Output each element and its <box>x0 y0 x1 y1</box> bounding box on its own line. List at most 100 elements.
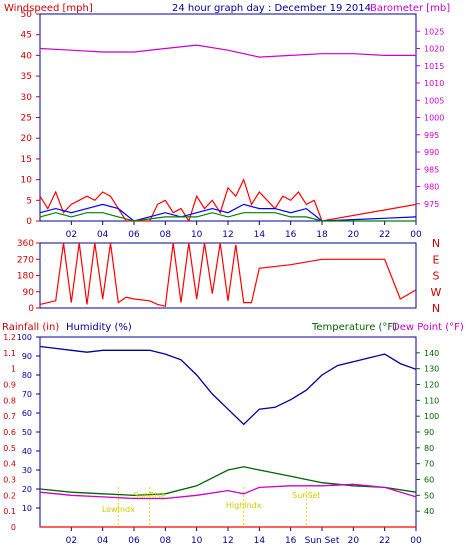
temperature-tick-label: 120 <box>424 381 439 390</box>
compass-label: N <box>432 237 440 250</box>
series-temperature <box>39 466 417 496</box>
humidity-tick-label: 20 <box>22 485 32 494</box>
barometer-tick-label: 975 <box>424 200 439 209</box>
annotation-label: SunRise <box>134 491 166 500</box>
direction-tick-label: 90 <box>23 288 35 298</box>
humidity-tick-label: 50 <box>22 428 32 437</box>
humidity-tick-label: 100 <box>17 333 32 342</box>
windspeed-tick-label: 45 <box>21 31 32 41</box>
compass-label: N <box>432 302 440 315</box>
hour-tick-label: 22 <box>379 230 390 240</box>
rainfall-tick-label: 0.4 <box>3 460 16 469</box>
barometer-tick-label: 990 <box>424 148 439 157</box>
direction-tick-label: 180 <box>17 272 34 282</box>
rainfall-tick-label: 0.8 <box>3 396 16 405</box>
rainfall-tick-label: 0.7 <box>3 412 16 421</box>
hour-tick-label: 22 <box>379 536 390 546</box>
humidity-tick-label: 80 <box>22 371 32 380</box>
hour-tick-label: 18 <box>316 230 328 240</box>
hour-tick-label: 14 <box>254 230 266 240</box>
hour-tick-label: 10 <box>191 230 203 240</box>
rainfall-tick-label: 0.6 <box>3 428 16 437</box>
rainfall-tick-label: 0.9 <box>3 381 16 390</box>
direction-tick-label: 270 <box>17 255 34 265</box>
hour-tick-label: 02 <box>66 230 77 240</box>
barometer-tick-label: 1005 <box>424 96 444 105</box>
rainfall-tick-label: 0.3 <box>3 476 16 485</box>
windspeed-tick-label: 15 <box>21 155 32 165</box>
hour-tick-label: 04 <box>97 536 109 546</box>
rainfall-tick-label: 0 <box>11 523 16 532</box>
humidity-tick-label: 60 <box>22 409 32 418</box>
windspeed-tick-label: 50 <box>21 10 33 20</box>
temperature-axis-label: Temperature (°F) <box>311 322 397 333</box>
hour-tick-label: 12 <box>222 536 233 546</box>
hour-tick-label: 00 <box>410 536 422 546</box>
hour-tick-label: 16 <box>285 536 297 546</box>
hour-tick-label: 16 <box>285 230 297 240</box>
humidity-tick-label: 70 <box>22 390 32 399</box>
windspeed-axis-label: Windspeed [mph] <box>4 3 93 14</box>
barometer-tick-label: 1020 <box>424 45 444 54</box>
barometer-axis-label: Barometer [mb] <box>370 3 450 14</box>
windspeed-tick-label: 40 <box>21 51 33 61</box>
series-humidity <box>39 345 417 426</box>
hour-tick-label: 06 <box>128 230 140 240</box>
rainfall-tick-label: 1.2 <box>3 333 16 342</box>
hour-tick-label: 10 <box>191 536 203 546</box>
windspeed-tick-label: 20 <box>21 134 33 144</box>
temperature-tick-label: 60 <box>424 476 434 485</box>
series-windspeed <box>39 177 417 223</box>
direction-tick-label: 360 <box>17 239 34 249</box>
windspeed-tick-label: 0 <box>26 217 32 227</box>
humidity-axis-label: Humidity (%) <box>66 322 132 333</box>
barometer-tick-label: 980 <box>424 183 439 192</box>
rainfall-tick-label: 1 <box>11 365 16 374</box>
barometer-tick-label: 1000 <box>424 114 444 123</box>
series-barometer <box>39 44 416 58</box>
windspeed-tick-label: 35 <box>21 72 32 82</box>
rainfall-tick-label: 0.1 <box>3 507 16 516</box>
hour-tick-label: 20 <box>348 536 360 546</box>
hour-tick-label: 04 <box>97 230 109 240</box>
series-dew-point <box>39 483 417 500</box>
humidity-tick-label: 90 <box>22 352 32 361</box>
humidity-tick-label: 40 <box>22 447 32 456</box>
barometer-tick-label: 1025 <box>424 27 444 36</box>
compass-label: W <box>431 286 442 299</box>
windspeed-tick-label: 30 <box>21 93 33 103</box>
temperature-tick-label: 80 <box>424 444 434 453</box>
humidity-tick-label: 30 <box>22 466 32 475</box>
temperature-tick-label: 140 <box>424 349 439 358</box>
barometer-tick-label: 1010 <box>424 79 444 88</box>
hour-tick-label: 20 <box>348 230 360 240</box>
barometer-tick-label: 1015 <box>424 62 444 71</box>
temperature-tick-label: 40 <box>424 507 434 516</box>
humidity-tick-label: 10 <box>22 504 32 513</box>
windspeed-tick-label: 25 <box>21 114 32 124</box>
barometer-tick-label: 995 <box>424 131 439 140</box>
rainfall-axis-label: Rainfall (in) <box>2 322 59 333</box>
temperature-tick-label: 50 <box>424 491 434 500</box>
direction-tick-label: 0 <box>28 304 34 314</box>
hour-tick-label: 00 <box>410 230 422 240</box>
temperature-tick-label: 100 <box>424 412 439 421</box>
windspeed-tick-label: 5 <box>26 196 32 206</box>
compass-label: E <box>433 253 440 266</box>
barometer-tick-label: 985 <box>424 165 439 174</box>
hour-tick-label: 08 <box>160 536 172 546</box>
annotation-label: SunSet <box>292 491 320 500</box>
rainfall-tick-label: 0.2 <box>3 491 16 500</box>
hour-tick-label: 06 <box>128 536 140 546</box>
compass-label: S <box>433 270 440 283</box>
chart-title: 24 hour graph day : December 19 2014 <box>172 3 371 14</box>
rainfall-tick-label: 0.5 <box>3 444 16 453</box>
hour-tick-label: 12 <box>222 230 233 240</box>
rainfall-tick-label: 1.1 <box>3 349 16 358</box>
hour-tick-label: Sun Set <box>305 536 340 546</box>
annotation-label: LowIndx <box>102 505 135 514</box>
series-wind-direction <box>39 242 417 307</box>
series-gust <box>39 203 417 222</box>
dewpoint-axis-label: Dew Point (°F) <box>392 322 464 333</box>
